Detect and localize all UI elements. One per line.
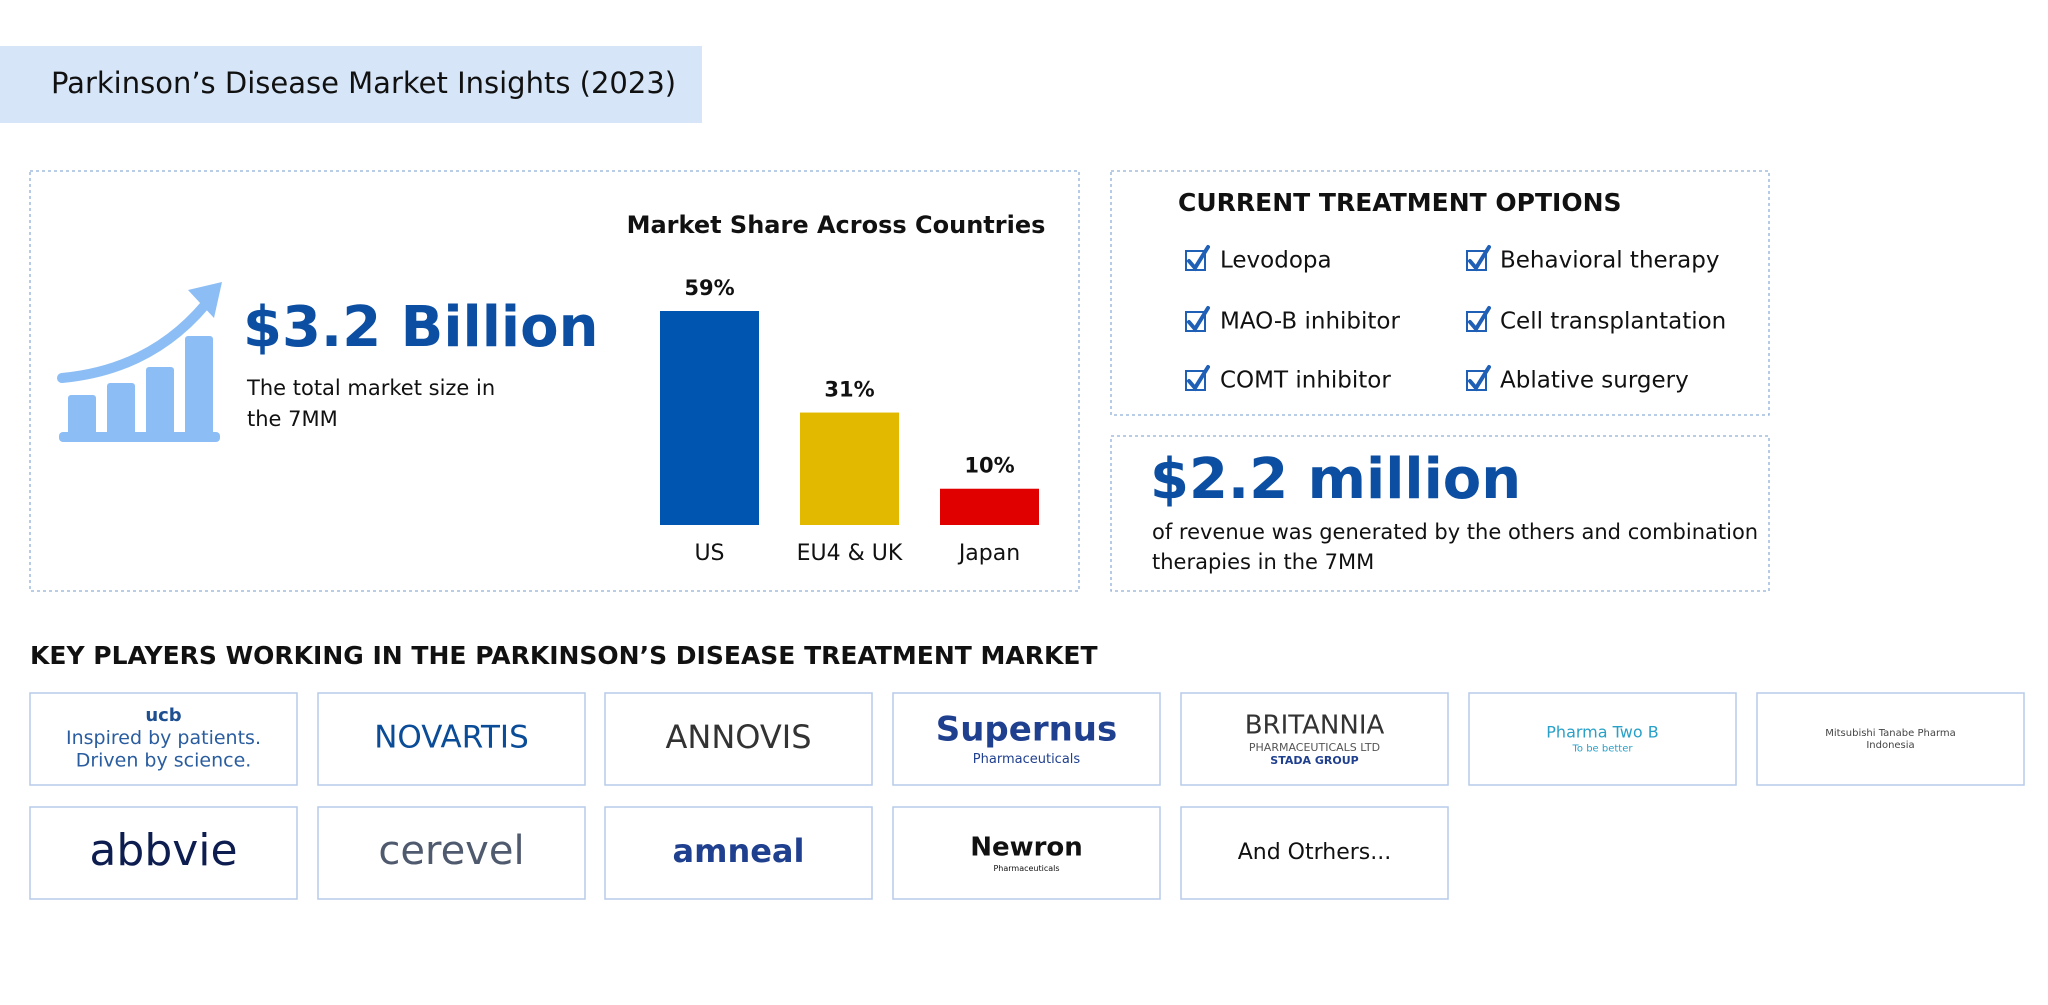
players-title: KEY PLAYERS WORKING IN THE PARKINSON’S D… [30, 641, 1098, 670]
logo-text: cerevel [378, 828, 524, 874]
checkmark [1468, 245, 1491, 272]
logo-text: Pharma Two B [1546, 723, 1658, 742]
logo-text: ANNOVIS [665, 718, 811, 756]
checkmark [1187, 365, 1210, 392]
logo-text: Inspired by patients. [66, 727, 261, 749]
treatment-item: Cell transplantation [1500, 309, 1726, 335]
x-tick-label: Japan [957, 541, 1020, 566]
logo-text: amneal [673, 832, 805, 870]
treatment-title: CURRENT TREATMENT OPTIONS [1178, 188, 1622, 217]
logo-text: Indonesia [1866, 740, 1914, 751]
logo-box [1180, 692, 1449, 786]
value-label: 10% [964, 454, 1014, 478]
logo-text: abbvie [89, 825, 237, 876]
revenue-value: $2.2 million [1150, 447, 1521, 512]
revenue-panel [1110, 435, 1770, 592]
page-title: Parkinson’s Disease Market Insights (202… [51, 66, 676, 100]
value-label: 31% [824, 378, 874, 402]
logo-box [1468, 692, 1737, 786]
logo-box [1756, 692, 2025, 786]
logo-box [317, 806, 586, 900]
logo-text: To be better [1572, 744, 1634, 755]
logo-text: ucb [145, 705, 181, 726]
logo-text: STADA GROUP [1270, 754, 1358, 767]
logo-box [29, 806, 298, 900]
treatment-item: Levodopa [1220, 248, 1332, 274]
treatment-panel [1110, 170, 1770, 416]
checkmark [1468, 306, 1491, 333]
treatment-item: MAO-B inhibitor [1220, 309, 1401, 335]
bar [800, 412, 899, 525]
logo-text: And Otrhers... [1238, 840, 1392, 865]
logo-text: Pharmaceuticals [973, 752, 1081, 767]
logo-text: Mitsubishi Tanabe Pharma [1825, 728, 1956, 739]
logo-box [317, 692, 586, 786]
bar [940, 488, 1039, 525]
market-size: $3.2 Billion [243, 295, 598, 360]
checkmark [1468, 365, 1491, 392]
logo-text: NOVARTIS [374, 720, 529, 756]
bar [660, 311, 759, 525]
revenue-desc: therapies in the 7MM [1152, 550, 1374, 574]
treatment-item: Ablative surgery [1500, 368, 1689, 394]
logo-text: BRITANNIA [1245, 710, 1385, 740]
checkmark [1187, 245, 1210, 272]
treatment-item: Behavioral therapy [1500, 248, 1719, 274]
logo-box [604, 692, 873, 786]
growth-icon [57, 282, 222, 442]
logo-text: Driven by science. [76, 750, 252, 772]
checkmark [1187, 306, 1210, 333]
x-tick-label: EU4 & UK [797, 541, 903, 566]
treatment-item: COMT inhibitor [1220, 368, 1391, 394]
logo-text: Newron [970, 833, 1083, 863]
header-bar [0, 46, 702, 123]
market-desc: the 7MM [247, 407, 338, 431]
market-panel [29, 170, 1080, 592]
logo-box [29, 692, 298, 786]
logo-box [892, 692, 1161, 786]
market-desc: The total market size in [246, 376, 495, 400]
chart-title: Market Share Across Countries [627, 211, 1046, 239]
value-label: 59% [684, 276, 734, 300]
logo-box [604, 806, 873, 900]
revenue-desc: of revenue was generated by the others a… [1152, 520, 1758, 544]
logo-box [892, 806, 1161, 900]
logo-box [1180, 806, 1449, 900]
logo-text: Pharmaceuticals [993, 864, 1059, 873]
x-tick-label: US [694, 541, 724, 566]
logo-text: Supernus [936, 710, 1118, 750]
logo-text: PHARMACEUTICALS LTD [1249, 741, 1380, 754]
